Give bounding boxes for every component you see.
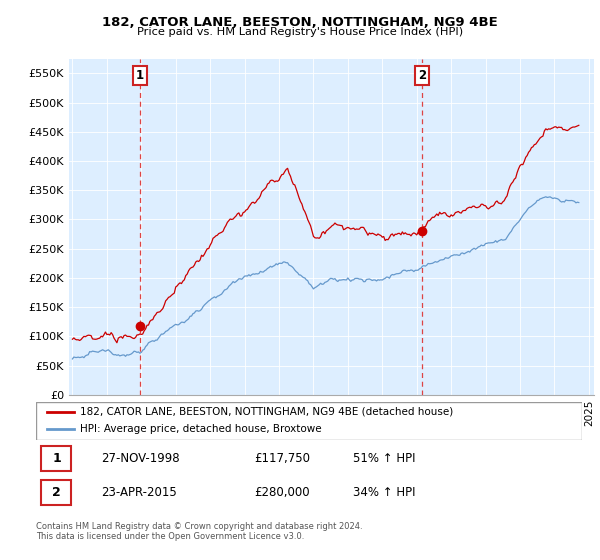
Text: 27-NOV-1998: 27-NOV-1998 — [101, 452, 180, 465]
Text: 23-APR-2015: 23-APR-2015 — [101, 486, 177, 499]
Text: 2: 2 — [418, 69, 426, 82]
Text: 1: 1 — [136, 69, 144, 82]
Text: 34% ↑ HPI: 34% ↑ HPI — [353, 486, 415, 499]
Text: £117,750: £117,750 — [254, 452, 310, 465]
Text: 1: 1 — [52, 452, 61, 465]
Text: 182, CATOR LANE, BEESTON, NOTTINGHAM, NG9 4BE (detached house): 182, CATOR LANE, BEESTON, NOTTINGHAM, NG… — [80, 407, 453, 417]
Text: 182, CATOR LANE, BEESTON, NOTTINGHAM, NG9 4BE: 182, CATOR LANE, BEESTON, NOTTINGHAM, NG… — [102, 16, 498, 29]
Text: 51% ↑ HPI: 51% ↑ HPI — [353, 452, 415, 465]
Text: Price paid vs. HM Land Registry's House Price Index (HPI): Price paid vs. HM Land Registry's House … — [137, 27, 463, 37]
FancyBboxPatch shape — [41, 446, 71, 471]
Text: Contains HM Land Registry data © Crown copyright and database right 2024.
This d: Contains HM Land Registry data © Crown c… — [36, 522, 362, 542]
Text: £280,000: £280,000 — [254, 486, 310, 499]
FancyBboxPatch shape — [41, 480, 71, 505]
Text: 2: 2 — [52, 486, 61, 499]
Text: HPI: Average price, detached house, Broxtowe: HPI: Average price, detached house, Brox… — [80, 424, 322, 435]
FancyBboxPatch shape — [36, 402, 582, 440]
